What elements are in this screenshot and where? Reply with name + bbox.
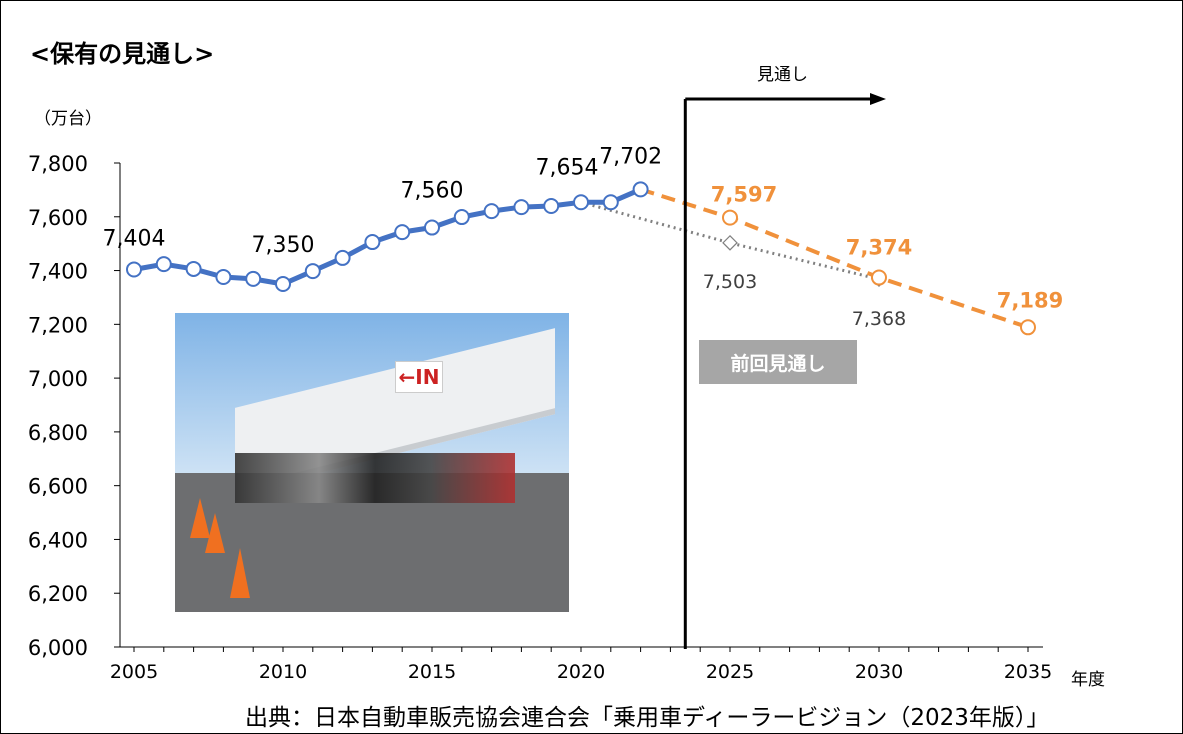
actual-point <box>602 194 619 211</box>
x-axis-unit-label: 年度 <box>1071 670 1105 690</box>
actual-point <box>453 209 470 226</box>
y-tick-label: 6,200 <box>28 582 88 606</box>
x-tick-label: 2025 <box>706 661 754 683</box>
y-tick-label: 7,800 <box>28 152 88 176</box>
forecast-line <box>639 187 1029 330</box>
actual-point <box>245 270 262 287</box>
actual-point <box>513 199 530 216</box>
previous-forecast-point <box>722 235 738 251</box>
actual-point <box>364 234 381 251</box>
actual-point <box>215 269 232 286</box>
forecast-label: 見通し <box>757 65 808 85</box>
data-label-actual: 7,560 <box>401 179 464 204</box>
forecast-point <box>722 209 738 226</box>
y-tick-label: 7,600 <box>28 206 88 230</box>
forecast-arrow-head-icon <box>870 93 886 105</box>
y-tick-label: 7,200 <box>28 313 88 337</box>
actual-point <box>126 261 142 278</box>
data-label-previous-forecast: 7,503 <box>703 271 757 293</box>
dealership-photo: ←IN <box>175 313 569 612</box>
actual-line <box>133 187 642 287</box>
x-tick-label: 2015 <box>408 661 456 683</box>
actual-point <box>632 181 649 198</box>
forecast-point <box>871 269 887 286</box>
photo-cars <box>235 453 515 503</box>
data-label-actual: 7,702 <box>599 144 662 169</box>
y-tick-label: 6,400 <box>28 528 88 552</box>
chart-title: <保有の見通し> <box>30 40 215 68</box>
actual-point <box>483 203 500 220</box>
traffic-cone <box>230 548 250 598</box>
actual-point <box>424 219 440 236</box>
data-label-actual: 7,350 <box>252 233 315 258</box>
y-tick-label: 6,000 <box>28 636 88 660</box>
data-label-forecast: 7,189 <box>997 288 1063 312</box>
y-tick-label: 6,600 <box>28 475 88 499</box>
x-tick-label: 2005 <box>110 661 158 683</box>
data-label-actual: 7,404 <box>103 226 166 251</box>
data-label-forecast: 7,597 <box>711 183 777 207</box>
actual-point <box>543 198 560 215</box>
y-tick-label: 7,000 <box>28 367 88 391</box>
y-tick-label: 6,800 <box>28 421 88 445</box>
actual-point <box>573 194 589 211</box>
actual-point <box>275 276 291 292</box>
y-tick-label: 7,400 <box>28 260 88 284</box>
x-tick-label: 2030 <box>855 661 903 683</box>
x-tick-label: 2010 <box>259 661 307 683</box>
source-note: 出典：日本自動車販売協会連合会「乗用車ディーラービジョン（2023年版）」 <box>245 705 1050 731</box>
actual-point <box>394 224 411 241</box>
x-tick-label: 2020 <box>557 661 605 683</box>
actual-point <box>185 260 202 277</box>
y-axis-unit-label: （万台） <box>34 109 102 129</box>
photo-in-sign: ←IN <box>395 361 443 393</box>
actual-point <box>334 249 351 266</box>
previous-forecast-legend: 前回見通し <box>699 340 857 384</box>
actual-point <box>304 263 321 280</box>
actual-point <box>155 256 172 273</box>
x-tick-label: 2035 <box>1004 661 1052 683</box>
data-label-actual: 7,654 <box>536 155 599 180</box>
data-label-forecast: 7,374 <box>846 236 912 260</box>
traffic-cone <box>205 513 225 553</box>
forecast-point <box>1020 319 1036 336</box>
data-label-previous-forecast: 7,368 <box>852 308 906 330</box>
